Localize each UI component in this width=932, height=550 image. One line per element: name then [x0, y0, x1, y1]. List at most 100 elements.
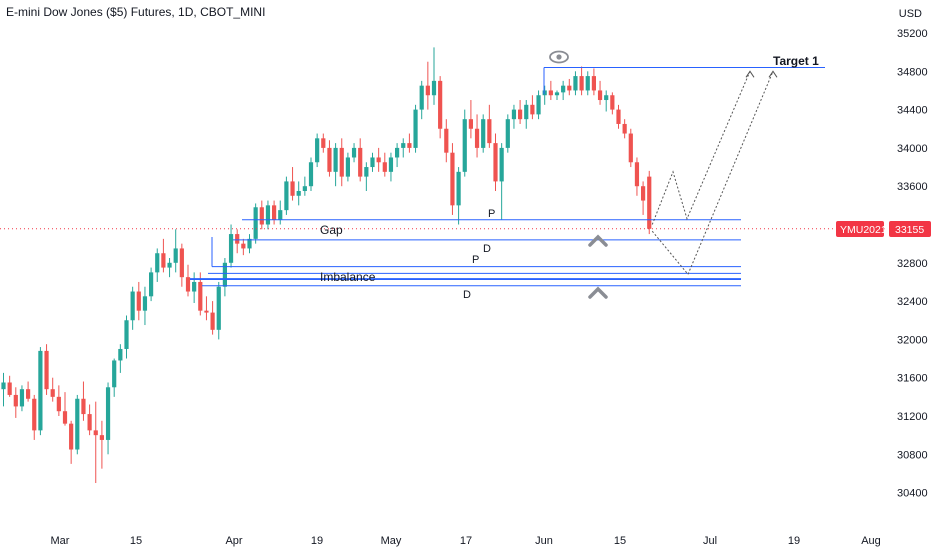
- candle-body: [401, 143, 406, 148]
- candle-body: [604, 95, 609, 101]
- candle: [327, 140, 332, 177]
- x-tick-label: 19: [311, 535, 323, 547]
- candle: [173, 229, 178, 273]
- candle: [142, 286, 148, 326]
- candle-body: [173, 248, 178, 263]
- candle-body: [610, 95, 615, 110]
- candle-body: [524, 104, 529, 120]
- candle: [167, 258, 172, 278]
- candle: [388, 152, 394, 182]
- candle: [272, 200, 277, 225]
- candle-body: [622, 123, 627, 134]
- candle-body: [161, 253, 166, 268]
- candle-body: [518, 109, 523, 120]
- y-tick-label: 32000: [897, 334, 928, 346]
- projection-path-b: [651, 71, 774, 276]
- candle-body: [253, 207, 258, 239]
- candle: [425, 61, 430, 110]
- candle-body: [93, 430, 98, 436]
- candle-body: [296, 190, 301, 196]
- x-tick-label: 15: [130, 535, 142, 547]
- p-upper-label: P: [488, 208, 495, 220]
- candle: [493, 133, 498, 191]
- candle-body: [26, 389, 31, 399]
- candle: [542, 85, 547, 105]
- candle-body: [38, 350, 43, 431]
- candle: [192, 272, 197, 304]
- candle: [641, 181, 646, 215]
- candle-body: [597, 90, 603, 101]
- imbalance-label: Imbalance: [320, 270, 376, 284]
- candle-body: [204, 310, 209, 313]
- price-tag-bg: [889, 221, 931, 237]
- candle: [75, 394, 80, 455]
- candle: [105, 382, 111, 455]
- y-tick-label: 31200: [897, 411, 928, 423]
- y-tick-label: 30800: [897, 449, 928, 461]
- candle: [222, 258, 227, 297]
- candle-body: [628, 133, 633, 163]
- candle-body: [1, 382, 6, 390]
- candle: [26, 381, 31, 402]
- candle-body: [130, 291, 135, 321]
- candle: [604, 90, 609, 112]
- candle-body: [481, 119, 486, 148]
- candle-body: [155, 253, 160, 273]
- candle: [333, 143, 338, 187]
- x-axis: Mar 15 Apr 19 May 17 Jun 15 Jul 19 Aug: [51, 535, 881, 547]
- candle-body: [364, 167, 369, 177]
- candle: [155, 248, 160, 282]
- candle: [647, 170, 652, 235]
- candle: [99, 420, 104, 469]
- candle-body: [99, 435, 104, 440]
- y-tick-label: 34800: [897, 66, 928, 78]
- candle-body: [591, 76, 596, 91]
- candle-body: [118, 348, 123, 361]
- candle: [44, 344, 49, 395]
- candle-body: [235, 234, 240, 244]
- candle-body: [69, 423, 74, 450]
- chevron-up-icon: [588, 234, 608, 247]
- candle: [634, 157, 640, 196]
- candle: [13, 387, 18, 418]
- candle-body: [444, 128, 449, 153]
- d-upper-label: D: [483, 243, 491, 255]
- candle-body: [499, 147, 504, 182]
- candle: [536, 90, 541, 120]
- candle: [32, 394, 37, 440]
- candle: [130, 286, 135, 330]
- x-tick-label: 17: [460, 535, 472, 547]
- candle: [161, 238, 166, 273]
- candle-body: [321, 138, 326, 148]
- candle-body: [112, 360, 117, 388]
- candle-body: [554, 92, 560, 96]
- candle-body: [13, 394, 18, 407]
- candle-body: [228, 234, 234, 263]
- candle-body: [167, 262, 172, 268]
- projections-group: [651, 70, 778, 276]
- candle: [345, 152, 350, 182]
- candle-body: [345, 157, 350, 177]
- candle: [339, 138, 344, 187]
- candle: [321, 133, 326, 153]
- candle: [284, 176, 289, 215]
- candle-body: [149, 272, 154, 297]
- candle: [235, 229, 240, 254]
- candle: [358, 138, 363, 182]
- candle-body: [456, 171, 461, 206]
- candle-body: [530, 104, 535, 115]
- candle-body: [315, 138, 320, 163]
- candle-body: [616, 109, 621, 124]
- candle: [524, 100, 529, 129]
- candle: [561, 80, 566, 101]
- candle: [204, 296, 209, 321]
- candle: [118, 344, 123, 373]
- eye-icon[interactable]: [549, 50, 569, 64]
- candle: [149, 267, 154, 302]
- candle: [401, 138, 406, 158]
- x-tick-label: Apr: [225, 535, 242, 547]
- candle-body: [395, 147, 400, 158]
- candle-body: [62, 411, 68, 424]
- candle: [499, 143, 504, 220]
